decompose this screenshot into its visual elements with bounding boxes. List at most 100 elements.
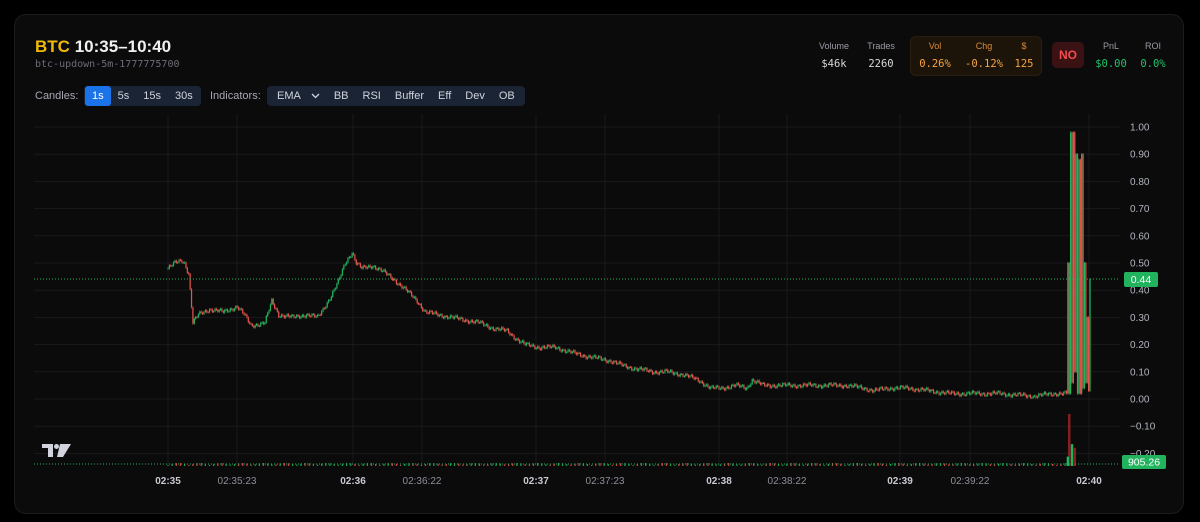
candle-body	[765, 385, 767, 387]
interval-30s[interactable]: 30s	[175, 90, 193, 102]
candle-body	[829, 383, 831, 385]
candle-body	[411, 291, 413, 296]
volume-bar	[811, 463, 813, 466]
candle-body	[258, 325, 260, 327]
candle-body	[884, 387, 886, 390]
volume-bar	[885, 464, 888, 466]
candle-body	[267, 312, 269, 316]
candle-body	[546, 345, 548, 349]
candle-body	[733, 384, 735, 387]
candle-body	[513, 335, 515, 340]
indicator-dev[interactable]: Dev	[465, 90, 485, 102]
volume-bar	[636, 463, 638, 466]
volume-bar	[574, 463, 576, 466]
candle-body	[851, 384, 853, 388]
volume-bar	[723, 463, 726, 466]
candle-body	[686, 373, 688, 376]
volume-bar	[773, 463, 775, 466]
indicator-rsi[interactable]: RSI	[362, 90, 381, 102]
candle-body	[1064, 391, 1066, 393]
candle-body	[1043, 392, 1045, 394]
volume-bar	[595, 463, 597, 466]
candle-body	[455, 315, 457, 317]
indicator-eff[interactable]: Eff	[438, 90, 452, 102]
candle-body	[725, 388, 727, 391]
candle-body	[213, 311, 215, 313]
candle-body	[924, 389, 926, 391]
volume-bar	[433, 463, 435, 466]
time-tick-label: 02:37	[523, 476, 549, 487]
volume-bar	[208, 464, 211, 466]
indicator-buffer[interactable]: Buffer	[394, 90, 425, 102]
candle-body	[397, 283, 399, 285]
candle-body	[672, 372, 674, 375]
candle-body	[740, 385, 742, 388]
interval-5s[interactable]: 5s	[117, 90, 130, 102]
time-tick-label: 02:37:23	[586, 476, 625, 487]
volume-bar	[590, 464, 593, 466]
candle-body	[747, 385, 749, 388]
candle-body	[941, 391, 943, 394]
candle-body	[528, 342, 530, 346]
candle-body	[707, 384, 709, 387]
volume-bar	[404, 463, 406, 466]
candle-body	[768, 384, 770, 386]
candle-body	[617, 363, 619, 365]
indicator-bb[interactable]: BB	[333, 90, 349, 102]
candle-body	[847, 387, 849, 389]
candle-body	[232, 309, 234, 311]
pnl-value: $0.00	[1095, 58, 1127, 70]
candle-body	[473, 322, 475, 324]
chevron-down-icon	[311, 93, 320, 99]
volume-bar	[528, 464, 530, 466]
tradingview-logo-icon[interactable]	[42, 444, 71, 457]
volume-bar	[441, 464, 443, 466]
time-axis[interactable]: 02:35 02:35:23 02:36 02:36:22 02:37 02:37:23 0…	[155, 476, 1102, 487]
candle-body	[447, 316, 449, 319]
indicator-ob[interactable]: OB	[498, 90, 515, 102]
candle-body	[203, 311, 205, 315]
candle-body	[444, 316, 446, 319]
candle-body	[845, 384, 847, 388]
candle-body	[291, 315, 294, 317]
candle-body	[491, 327, 493, 329]
price-axis[interactable]: 1.00 0.90 0.80 0.70 0.60 0.50 0.40 0.30 0.20 0.10…	[1130, 123, 1156, 460]
volume-bar	[179, 463, 182, 466]
candle-body	[1028, 395, 1030, 397]
candle-body	[337, 279, 339, 284]
candle-body	[409, 291, 411, 293]
candle-body	[543, 346, 546, 349]
candle-body	[294, 317, 296, 319]
candle-body	[977, 391, 979, 393]
candle-body	[311, 314, 313, 317]
volume-bar	[300, 463, 302, 466]
volume-bar	[429, 463, 431, 466]
candle-body	[841, 386, 843, 389]
candle-body	[225, 309, 227, 311]
candle-body	[973, 390, 975, 393]
volume-bar	[453, 463, 456, 466]
candle-body	[758, 380, 760, 383]
interval-1s[interactable]: 1s	[85, 86, 111, 106]
candle-body	[800, 385, 802, 388]
candle-body	[595, 355, 597, 358]
candle-body	[1050, 392, 1052, 396]
interval-15s[interactable]: 15s	[143, 90, 161, 102]
volume-bar	[694, 464, 697, 466]
ema-select[interactable]: EMA	[270, 86, 327, 106]
candle-body	[422, 307, 424, 311]
volume-bar	[877, 463, 879, 466]
candle-body	[842, 386, 845, 389]
candle-body	[372, 266, 374, 269]
volume-bar	[678, 464, 680, 466]
candle-body	[701, 381, 703, 384]
volume-bar	[798, 464, 800, 466]
volume-bar	[507, 464, 510, 466]
candle-body	[656, 371, 658, 373]
candle-body	[680, 374, 683, 376]
volume-bar	[939, 463, 942, 466]
candle-body	[1014, 393, 1016, 396]
candle-body	[703, 383, 705, 387]
candle-body	[812, 384, 814, 387]
